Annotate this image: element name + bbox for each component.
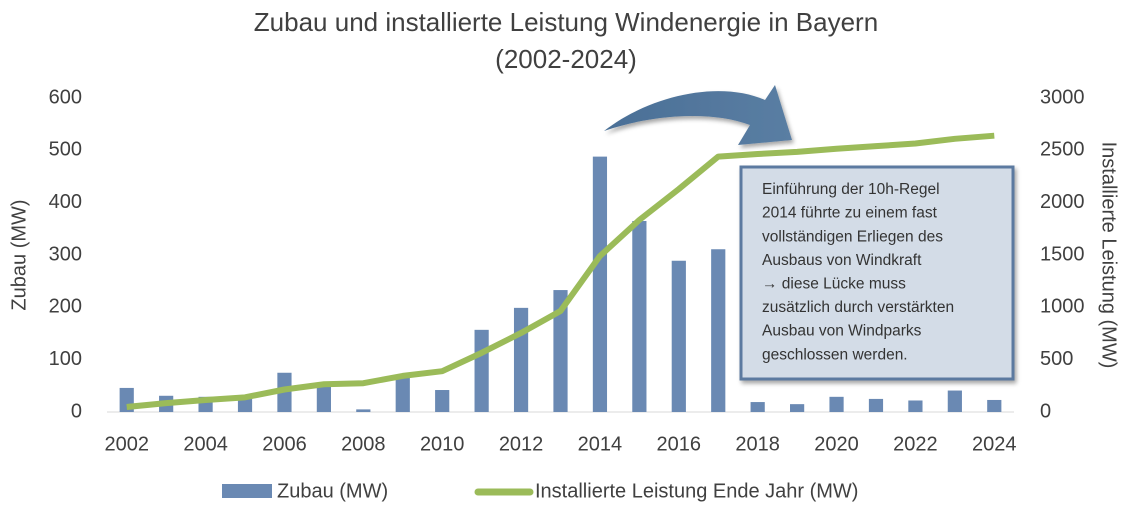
x-tick-label: 2012 bbox=[499, 433, 544, 455]
arrow bbox=[604, 85, 792, 145]
x-tick-label: 2010 bbox=[420, 433, 465, 455]
plot-area: 0 100 200 300 400 500 600 0 500 1000 1500 2000 2500 3… bbox=[49, 86, 1085, 455]
x-tick-label: 2014 bbox=[578, 433, 623, 455]
x-tick-label: 2020 bbox=[814, 433, 859, 455]
bar bbox=[790, 404, 805, 412]
annotation-box bbox=[739, 165, 1015, 381]
annotation-line: vollständigen Erliegen des bbox=[762, 228, 943, 245]
bar bbox=[435, 390, 450, 412]
x-tick-label: 2016 bbox=[657, 433, 702, 455]
chart-title: Zubau und installierte Leistung Windener… bbox=[254, 7, 878, 37]
y-tick-label: 400 bbox=[49, 191, 82, 213]
line bbox=[126, 132, 995, 410]
y-tick-label: 0 bbox=[71, 400, 82, 422]
bar bbox=[829, 396, 844, 412]
x-tick-label: 2006 bbox=[262, 433, 307, 455]
x-tick-label: 2024 bbox=[972, 433, 1017, 455]
x-tick-label: 2022 bbox=[893, 433, 938, 455]
bar bbox=[356, 409, 371, 412]
annotation-line: Ausbau von Windparks bbox=[762, 323, 922, 340]
bar bbox=[474, 329, 489, 412]
y2-tick-label: 2000 bbox=[1040, 191, 1085, 213]
bar bbox=[513, 307, 529, 412]
annotation-line: Ausbaus von Windkraft bbox=[762, 252, 922, 269]
y-tick-label: 500 bbox=[49, 139, 82, 161]
bar bbox=[947, 390, 962, 412]
y2-tick-label: 2500 bbox=[1040, 139, 1085, 161]
bar bbox=[868, 398, 884, 412]
y2-axis-title: Installierte Leistung (MW) bbox=[1098, 142, 1120, 369]
annotation-line: 2014 führte zu einem fast bbox=[762, 205, 938, 222]
x-tick-label: 2004 bbox=[183, 433, 228, 455]
bar bbox=[908, 400, 923, 412]
annotation-line: zusätzlich durch verstärkten bbox=[762, 299, 954, 316]
bar bbox=[750, 402, 765, 412]
y2-tick-label: 500 bbox=[1040, 348, 1073, 370]
y-tick-label: 200 bbox=[49, 296, 82, 318]
bar bbox=[711, 249, 726, 412]
y2-tick-label: 1500 bbox=[1040, 243, 1085, 265]
y-tick-label: 600 bbox=[49, 86, 82, 108]
x-tick-label: 2018 bbox=[735, 433, 780, 455]
bar bbox=[671, 260, 686, 412]
bar bbox=[395, 377, 410, 412]
bar bbox=[632, 220, 647, 412]
y2-tick-label: 1000 bbox=[1040, 296, 1085, 318]
x-tick-label: 2002 bbox=[104, 433, 149, 455]
y-axis-title: Zubau (MW) bbox=[8, 199, 30, 310]
legend-label: Installierte Leistung Ende Jahr (MW) bbox=[535, 480, 858, 502]
bar bbox=[237, 397, 253, 412]
bar bbox=[553, 290, 568, 412]
y2-tick-label: 0 bbox=[1040, 400, 1051, 422]
y2-tick-label: 3000 bbox=[1040, 86, 1085, 108]
annotation: Einführung der 10h-Regel 2014 führte zu e… bbox=[762, 181, 954, 363]
annotation-line: Einführung der 10h-Regel bbox=[762, 181, 940, 198]
legend: Zubau (MW) Installierte Leistung Ende Jah… bbox=[222, 480, 858, 502]
bar bbox=[987, 399, 1002, 412]
x-tick-label: 2008 bbox=[341, 433, 386, 455]
y-tick-label: 300 bbox=[49, 243, 82, 265]
legend-label: Zubau (MW) bbox=[277, 480, 388, 502]
y-tick-label: 100 bbox=[49, 348, 82, 370]
bar bbox=[592, 156, 608, 412]
annotation-line: → diese Lücke muss bbox=[762, 275, 906, 292]
chart-subtitle: (2002-2024) bbox=[495, 44, 637, 74]
bar bbox=[316, 384, 331, 412]
annotation-line: geschlossen werden. bbox=[762, 346, 908, 363]
legend-swatch bbox=[222, 484, 272, 498]
